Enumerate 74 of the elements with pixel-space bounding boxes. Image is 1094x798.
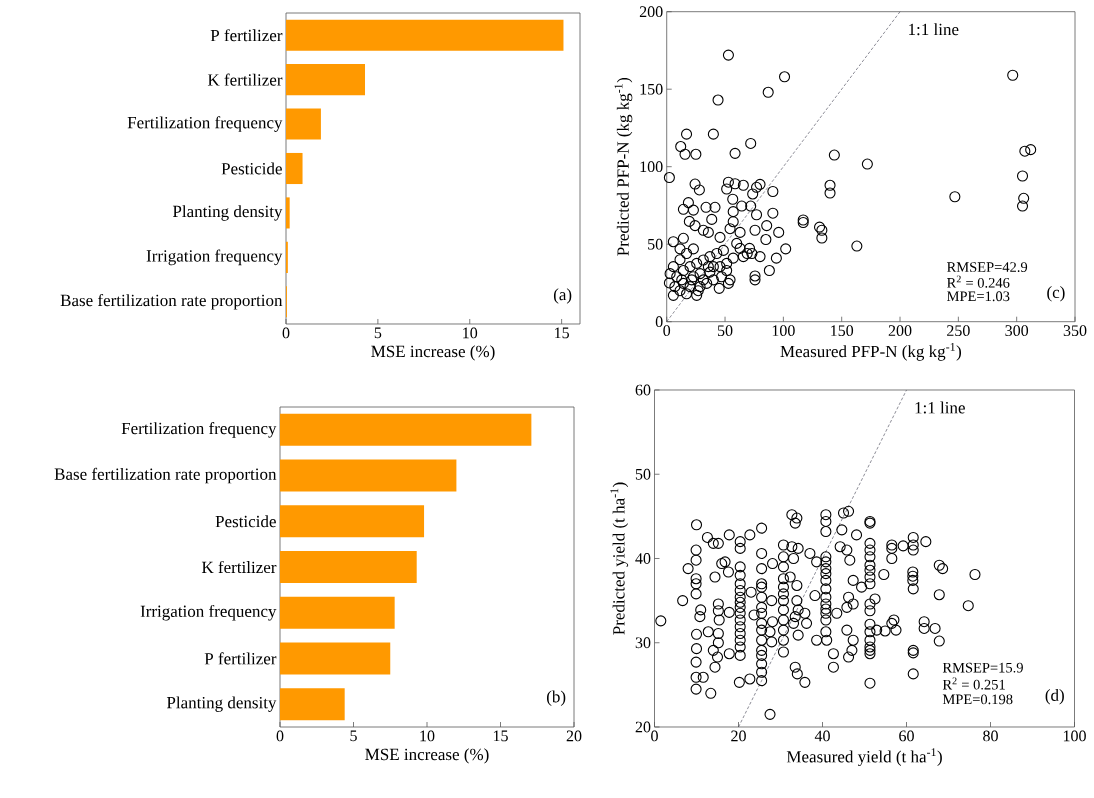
annotation: RMSEP=15.9 <box>942 662 1023 673</box>
bar <box>286 108 321 140</box>
x-tick-label: 10 <box>463 327 478 339</box>
bar <box>286 19 564 51</box>
annotation: R$^{2}$ = 0.251 <box>942 677 1005 690</box>
y-tick-label: Fertilization frequency <box>121 422 277 438</box>
bar <box>280 551 417 583</box>
x-tick-label: 15 <box>555 327 569 339</box>
x-tick-label: 100 <box>1063 730 1086 742</box>
y-tick-label: 50 <box>635 468 651 480</box>
x-tick-label: 350 <box>1063 325 1087 337</box>
y-tick-label: K fertilizer <box>207 73 283 86</box>
x-tick-label: 20 <box>731 730 746 742</box>
y-tick-label: Pesticide <box>215 515 276 528</box>
y-tick-label: 50 <box>648 238 663 250</box>
annotation: MPE=0.198 <box>942 694 1013 705</box>
y-tick-label: Irrigation frequency <box>146 249 283 266</box>
y-tick-label: Base fertilization rate proportion <box>60 293 283 310</box>
x-tick-label: 250 <box>947 325 970 337</box>
x-tick-label: 100 <box>772 325 795 337</box>
y-tick-label: Pesticide <box>221 162 282 175</box>
x-tick-label: 10 <box>420 730 435 742</box>
annotation: (a) <box>553 288 572 304</box>
y-axis-title: Predicted PFP-N (kg kg$^{-1}$) <box>614 77 633 256</box>
bar <box>280 413 532 446</box>
y-tick-label: 0 <box>655 316 663 328</box>
y-tick-label: P fertilizer <box>204 652 277 665</box>
annotation: (b) <box>546 690 566 706</box>
bar <box>286 197 290 229</box>
x-tick-label: 20 <box>566 730 582 742</box>
x-tick-label: 150 <box>831 325 854 337</box>
y-tick-label: 200 <box>639 6 663 18</box>
x-tick-label: 5 <box>374 327 382 339</box>
bar <box>286 64 366 96</box>
annotation: MPE=1.03 <box>947 291 1010 302</box>
series-label: 1:1 line <box>909 23 959 36</box>
y-tick-label: Planting density <box>166 696 277 712</box>
y-tick-label: 40 <box>635 553 651 564</box>
annotation: RMSEP=42.9 <box>947 262 1028 273</box>
x-axis-title: MSE increase (%) <box>365 748 489 764</box>
bar <box>280 688 345 721</box>
bar <box>286 152 303 185</box>
x-tick-label: 80 <box>983 730 998 742</box>
x-tick-label: 5 <box>350 730 357 742</box>
series-label: 1:1 line <box>915 401 965 414</box>
x-tick-label: 60 <box>899 730 914 742</box>
annotation: R$^{2}$ = 0.246 <box>947 275 1010 288</box>
bar <box>280 505 425 538</box>
y-tick-label: Planting density <box>172 205 283 221</box>
y-axis-title: Predicted yield (t ha$^{-1}$) <box>610 482 629 635</box>
x-tick-label: 0 <box>663 325 671 337</box>
y-tick-label: 100 <box>640 161 663 173</box>
y-tick-label: Irrigation frequency <box>140 604 277 621</box>
x-axis-title: MSE increase (%) <box>371 345 495 361</box>
x-tick-label: 50 <box>717 325 733 337</box>
x-axis-title: Measured yield (t ha$^{-1}$) <box>786 748 942 766</box>
y-tick-label: 30 <box>635 637 651 649</box>
y-tick-label: Base fertilization rate proportion <box>54 467 277 484</box>
bar <box>280 642 391 675</box>
y-tick-label: K fertilizer <box>201 560 277 574</box>
annotation: (d) <box>1045 688 1064 705</box>
x-tick-label: 15 <box>493 730 508 742</box>
x-axis-title: Measured PFP-N (kg kg$^{-1}$) <box>780 342 962 361</box>
x-tick-label: 300 <box>1005 325 1029 337</box>
y-tick-label: 150 <box>640 83 663 95</box>
bar <box>280 459 457 492</box>
bar <box>280 596 395 629</box>
y-tick-label: 20 <box>635 721 651 733</box>
x-tick-label: 200 <box>888 325 912 337</box>
y-tick-label: 60 <box>635 384 651 396</box>
y-tick-label: Fertilization frequency <box>127 116 283 132</box>
annotation: (c) <box>1047 286 1065 302</box>
x-tick-label: 40 <box>814 730 830 742</box>
y-tick-label: P fertilizer <box>210 29 283 42</box>
